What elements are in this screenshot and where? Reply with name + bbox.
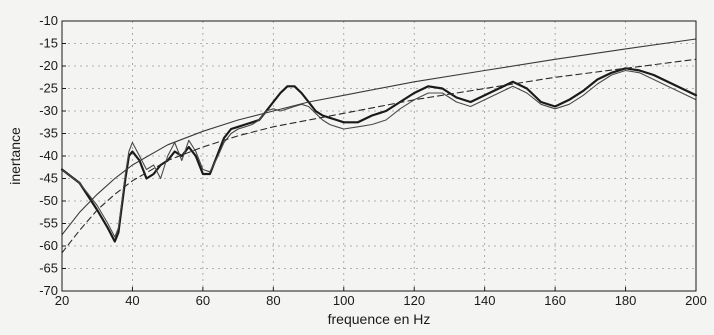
x-tick-label: 140: [474, 293, 496, 308]
x-tick-label: 200: [685, 293, 707, 308]
x-tick-label: 80: [266, 293, 280, 308]
series-line-3: [61, 38, 697, 236]
x-tick-label: 100: [333, 293, 355, 308]
y-tick-label: -30: [39, 103, 58, 118]
tick-layer: [61, 20, 697, 292]
series-line-1: [60, 67, 698, 243]
y-tick-label: -15: [39, 36, 58, 51]
label-layer: 20 40 60 80 100 120 140 160 180 200 -10 -15 -20 -25 -3…: [39, 13, 707, 308]
x-tick-label: 60: [196, 293, 210, 308]
series-line-4: [61, 58, 697, 254]
x-tick-label: 120: [403, 293, 425, 308]
x-tick-label: 40: [125, 293, 139, 308]
y-tick-label: -65: [39, 261, 58, 276]
y-tick-label: -25: [39, 81, 58, 96]
y-tick-label: -55: [39, 216, 58, 231]
series-line-2: [61, 69, 697, 238]
y-tick-label: -45: [39, 171, 58, 186]
grid-layer: [62, 21, 696, 291]
y-tick-label: -10: [39, 13, 58, 28]
series-layer: [60, 38, 698, 254]
x-tick-label: 20: [55, 293, 69, 308]
y-tick-label: -70: [39, 283, 58, 298]
x-axis-title: frequence en Hz: [328, 311, 431, 327]
y-tick-label: -20: [39, 58, 58, 73]
y-tick-label: -60: [39, 238, 58, 253]
plot-frame: [61, 20, 697, 292]
y-tick-label: -40: [39, 148, 58, 163]
y-axis-title: inertance: [7, 127, 23, 185]
x-tick-label: 180: [615, 293, 637, 308]
y-tick-label: -50: [39, 193, 58, 208]
y-tick-label: -35: [39, 126, 58, 141]
x-tick-label: 160: [544, 293, 566, 308]
